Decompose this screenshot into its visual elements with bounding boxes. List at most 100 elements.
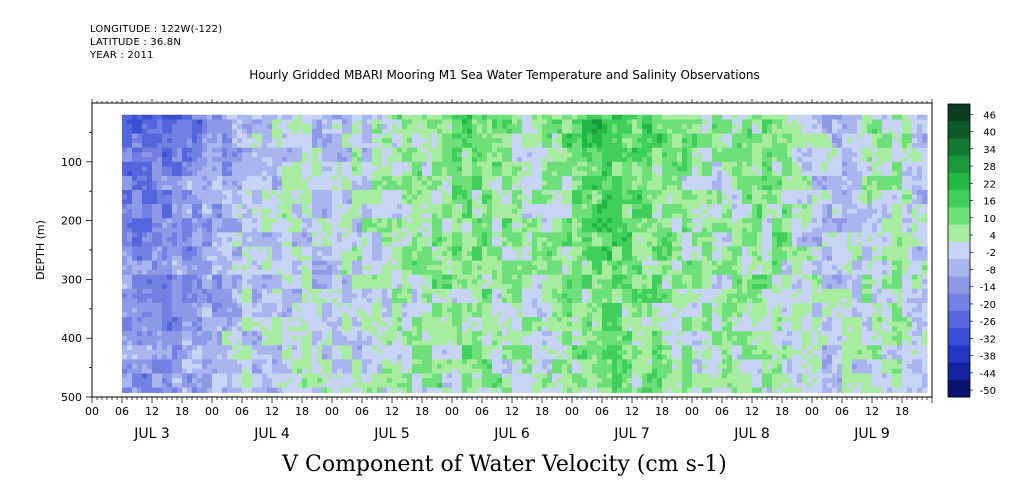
heatmap-cell [227, 284, 233, 290]
heatmap-cell [372, 368, 378, 375]
heatmap-cell [177, 142, 183, 149]
heatmap-cell [282, 387, 288, 393]
heatmap-cell [542, 175, 548, 182]
heatmap-cell [492, 321, 498, 328]
heatmap-cell [272, 213, 278, 219]
heatmap-cell [387, 237, 393, 243]
heatmap-cell [222, 307, 228, 313]
heatmap-cell [147, 128, 153, 135]
heatmap-cell [167, 227, 173, 233]
heatmap-cell [267, 204, 273, 210]
heatmap-cell [337, 157, 343, 163]
heatmap-cell [342, 274, 348, 280]
heatmap-cell [157, 161, 163, 168]
heatmap-cell [527, 255, 533, 262]
heatmap-cell [302, 199, 308, 205]
heatmap-cell [242, 331, 248, 337]
heatmap-cell [152, 133, 158, 139]
heatmap-cell [472, 312, 478, 318]
heatmap-cell [467, 359, 473, 365]
heatmap-cell [387, 119, 393, 125]
heatmap-cell [267, 255, 273, 262]
heatmap-cell [452, 142, 458, 149]
heatmap-cell [307, 364, 313, 370]
heatmap-cell [517, 222, 523, 229]
heatmap-cell [127, 312, 133, 318]
heatmap-cell [197, 349, 203, 356]
heatmap-cell [402, 171, 408, 177]
heatmap-cell [247, 241, 253, 248]
heatmap-cell [317, 378, 323, 384]
heatmap-cell [542, 279, 548, 285]
heatmap-cell [302, 227, 308, 233]
heatmap-cell [187, 279, 193, 285]
heatmap-cell [162, 331, 168, 337]
heatmap-cell [462, 349, 468, 356]
heatmap-cell [407, 138, 413, 144]
heatmap-cell [407, 349, 413, 356]
heatmap-cell [262, 180, 268, 186]
heatmap-cell [257, 128, 263, 135]
heatmap-cell [442, 241, 448, 248]
heatmap-cell [232, 227, 238, 233]
heatmap-cell [382, 208, 388, 215]
heatmap-cell [352, 194, 358, 201]
heatmap-cell [317, 246, 323, 252]
heatmap-cell [462, 307, 468, 313]
heatmap-cell [412, 133, 418, 139]
heatmap-cell [452, 152, 458, 158]
heatmap-cell [397, 269, 403, 276]
heatmap-cell [177, 119, 183, 125]
heatmap-cell [247, 317, 253, 323]
heatmap-cell [222, 387, 228, 393]
heatmap-cell [457, 166, 463, 172]
heatmap-cell [212, 199, 218, 205]
heatmap-cell [342, 279, 348, 285]
heatmap-cell [542, 138, 548, 144]
heatmap-cell [382, 166, 388, 172]
heatmap-cell [512, 251, 518, 257]
heatmap-cell [217, 251, 223, 257]
heatmap-cell [202, 114, 208, 121]
heatmap-cell [512, 298, 518, 304]
heatmap-cell [202, 171, 208, 177]
heatmap-cell [502, 279, 508, 285]
heatmap-cell [342, 302, 348, 309]
heatmap-cell [202, 269, 208, 276]
heatmap-cell [217, 171, 223, 177]
heatmap-cell [537, 194, 543, 201]
heatmap-cell [522, 373, 528, 379]
heatmap-cell [332, 185, 338, 191]
heatmap-cell [137, 175, 143, 182]
heatmap-cell [362, 284, 368, 290]
heatmap-cell [382, 307, 388, 313]
heatmap-cell [197, 199, 203, 205]
heatmap-cell [322, 218, 328, 224]
heatmap-cell [342, 241, 348, 248]
heatmap-cell [222, 246, 228, 252]
heatmap-cell [152, 204, 158, 210]
heatmap-cell [192, 331, 198, 337]
heatmap-cell [412, 255, 418, 262]
heatmap-cell [262, 293, 268, 299]
heatmap-cell [467, 142, 473, 149]
heatmap-cell [227, 138, 233, 144]
heatmap-cell [217, 222, 223, 229]
heatmap-cell [397, 284, 403, 290]
heatmap-cell [137, 302, 143, 309]
heatmap-cell [502, 293, 508, 299]
heatmap-cell [142, 321, 148, 328]
heatmap-cell [197, 293, 203, 299]
heatmap-cell [252, 274, 258, 280]
heatmap-cell [122, 166, 128, 172]
heatmap-cell [267, 345, 273, 351]
heatmap-cell [392, 251, 398, 257]
heatmap-cell [497, 213, 503, 219]
heatmap-cell [527, 128, 533, 135]
heatmap-cell [147, 251, 153, 257]
heatmap-cell [482, 255, 488, 262]
heatmap-cell [417, 175, 423, 182]
heatmap-cell [507, 331, 513, 337]
heatmap-cell [122, 232, 128, 238]
heatmap-cell [222, 260, 228, 266]
